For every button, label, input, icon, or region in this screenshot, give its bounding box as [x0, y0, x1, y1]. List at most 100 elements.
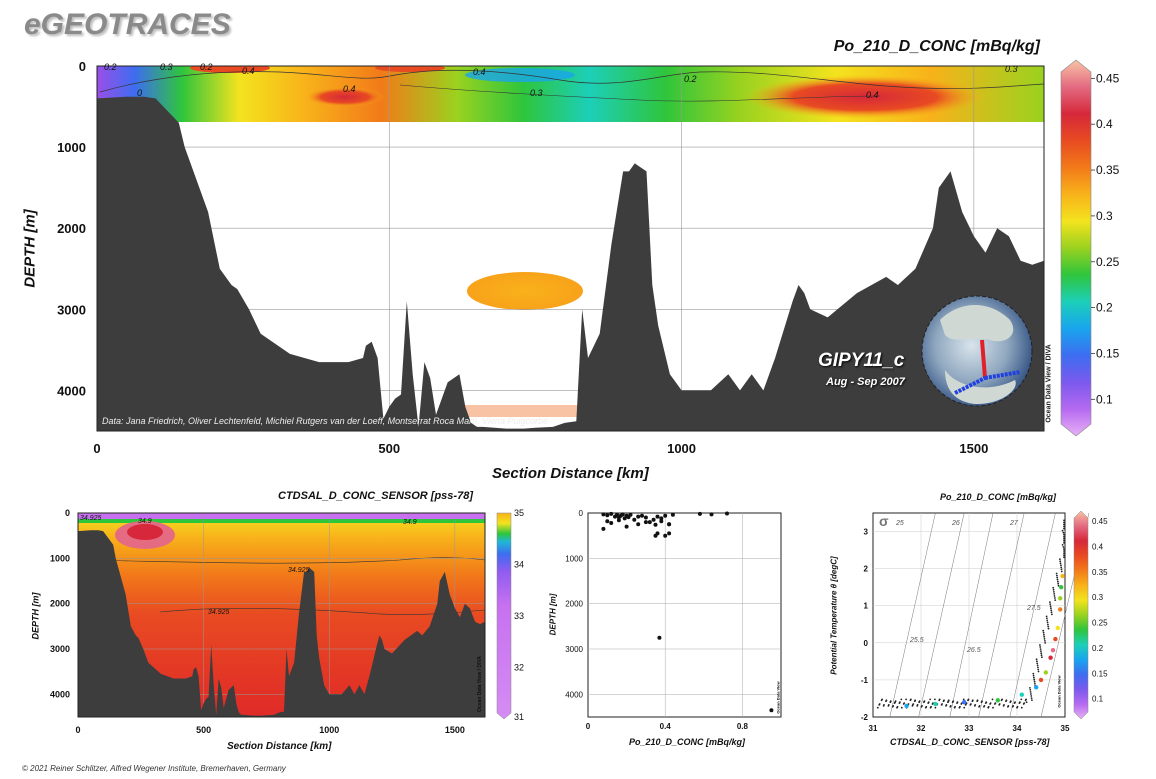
ts-point [1022, 703, 1025, 705]
ts-point [998, 704, 1001, 706]
ts-sample-point [1058, 596, 1063, 601]
ts-point [1016, 706, 1018, 709]
main-ytick-label: 3000 [57, 302, 86, 317]
ts-point [938, 699, 941, 702]
colorbar-tick-label: 0.2 [1096, 301, 1113, 315]
ts-point [1024, 699, 1027, 702]
ts-point [1056, 574, 1058, 577]
deep-po-patch [467, 272, 583, 310]
main-xlabel: Section Distance [km] [492, 465, 649, 482]
main-ytick-label: 1000 [57, 140, 86, 155]
contour-label: 34.925 [80, 515, 102, 522]
salinity-plot-frame [77, 512, 486, 718]
ts-point [1000, 699, 1003, 702]
salinity-colorbar-label: 33 [514, 611, 524, 621]
ts-point [887, 705, 890, 707]
scatter-ytick-label: 1000 [565, 554, 583, 563]
ts-point [1018, 702, 1021, 704]
ts-point [1053, 591, 1055, 593]
ts-sample-point [1048, 655, 1053, 660]
cruise-label: GIPY11_c [818, 350, 905, 371]
isopycnal-line [889, 512, 936, 718]
colorbar-tick-label: 0.35 [1096, 163, 1120, 177]
scatter-point [636, 514, 641, 519]
scatter-point [709, 512, 714, 517]
isopycnal-label: 26 [951, 520, 960, 527]
main-xtick-label: 1500 [959, 441, 988, 456]
contour-label: 34.9 [138, 518, 152, 525]
scatter-point [643, 520, 648, 525]
ts-point [934, 698, 936, 701]
ts-colorbar-label: 0.3 [1092, 593, 1104, 602]
brand-logo: eGEOTRACES [24, 8, 231, 41]
ts-point [994, 703, 996, 705]
scatter-point [655, 514, 660, 519]
salinity-watermark: Ocean Data View / DIVA [476, 656, 483, 712]
ts-point [992, 706, 994, 709]
ts-point [1036, 660, 1038, 663]
ts-point [1063, 533, 1065, 536]
ts-point [1050, 607, 1052, 610]
ts-point [1059, 560, 1062, 563]
ts-point [1061, 544, 1064, 546]
ts-point [973, 705, 976, 707]
ts-point [918, 701, 920, 704]
ts-point [953, 706, 956, 709]
ts-point [1033, 680, 1036, 683]
scatter-point [636, 522, 641, 527]
main-watermark: Ocean Data View / DIVA [1045, 344, 1053, 423]
data-credit: Data: Jana Friedrich, Oliver Lechtenfeld… [102, 416, 549, 426]
ts-point [876, 706, 879, 709]
ts-point [1050, 611, 1053, 614]
ts-sample-point [1050, 648, 1056, 653]
ts-point [1043, 633, 1045, 636]
ts-point [1042, 631, 1045, 634]
scatter-point [605, 513, 610, 518]
contour-label: 0.4 [343, 84, 356, 94]
ts-point [947, 701, 949, 704]
ts-xtick-label: 34 [1013, 724, 1022, 733]
main-xtick-label: 1000 [667, 441, 696, 456]
scatter-ytick-label: 3000 [565, 645, 583, 654]
ts-point [1063, 535, 1065, 538]
ts-point [1046, 619, 1049, 622]
scatter-point [628, 512, 633, 517]
colorbar-tick-label: 0.25 [1096, 255, 1120, 269]
ts-point [885, 700, 887, 703]
scatter-plot-frame [587, 512, 782, 718]
ts-point [962, 698, 965, 701]
ts-sample-point [1038, 677, 1044, 683]
scatter-point [601, 512, 606, 517]
ts-point [1025, 701, 1028, 704]
ts-point [1052, 586, 1055, 589]
ts-point [1030, 693, 1032, 695]
ts-point [1045, 615, 1048, 618]
ts-point [976, 700, 979, 703]
ts-point [978, 705, 980, 708]
ts-point [958, 706, 961, 709]
ts-point [1063, 539, 1065, 542]
ts-point [880, 699, 883, 702]
ts-point [1054, 597, 1056, 599]
contour-label: 0.2 [684, 74, 697, 84]
ts-point [1063, 550, 1065, 552]
ts-point [1051, 613, 1053, 616]
isopycnal-line [1009, 512, 1056, 718]
scatter-point [609, 511, 614, 516]
ts-point [929, 698, 931, 701]
ts-sigma: σ [879, 513, 889, 529]
ts-point [1060, 570, 1063, 573]
ts-point [983, 705, 985, 708]
ts-title: Po_210_D_CONC [mBq/kg] [940, 492, 1057, 502]
ts-point [882, 705, 885, 707]
ts-point [1063, 552, 1065, 554]
ts-point [1039, 644, 1041, 646]
main-plot-frame [96, 65, 1045, 432]
main-title: Po_210_D_CONC [mBq/kg] [833, 38, 1040, 55]
salinity-surface-band-2 [78, 519, 485, 523]
ts-point [1063, 548, 1065, 550]
ts-point [1030, 697, 1033, 699]
ts-point [1042, 629, 1045, 632]
ts-point [1062, 531, 1065, 534]
scatter-point [657, 635, 662, 640]
